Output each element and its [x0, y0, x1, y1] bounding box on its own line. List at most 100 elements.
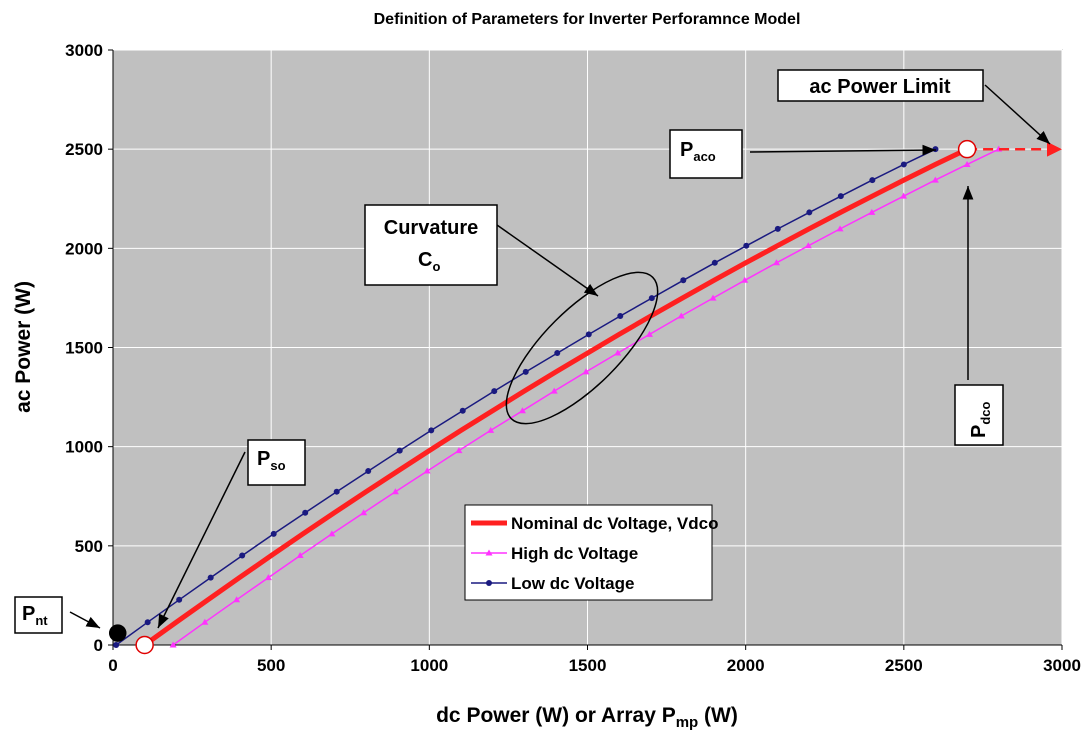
key-point [957, 139, 977, 159]
annotation-box [14, 596, 63, 634]
annotation-main: P [968, 425, 990, 438]
annotation-text: Paco [680, 139, 716, 164]
marker [522, 368, 529, 375]
annotation-main: P [257, 448, 270, 470]
marker [144, 619, 151, 626]
y-tick-label: 1000 [65, 438, 103, 457]
annotation-sub: o [432, 259, 440, 274]
marker [270, 530, 277, 537]
marker [741, 276, 749, 283]
y-tick-label: 500 [75, 537, 103, 556]
marker [455, 447, 463, 454]
marker [709, 294, 717, 301]
marker [328, 530, 336, 537]
marker [239, 552, 246, 559]
x-tick-label: 2000 [727, 656, 765, 675]
x-tick-label: 0 [108, 656, 117, 675]
x-label-tail: (W) [698, 704, 738, 727]
series [143, 146, 969, 648]
annotation-text: Curvature [384, 217, 478, 239]
marker [423, 467, 431, 474]
curvature-ellipse [505, 271, 659, 425]
legend-marker [485, 549, 493, 556]
annotation-arrow [496, 224, 599, 297]
annotation-sub: nt [35, 613, 48, 628]
y-tick-label: 1500 [65, 339, 103, 358]
legend: Nominal dc Voltage, Vdco High dc Voltage L… [464, 504, 719, 601]
annotation-arrow [69, 611, 101, 629]
marker [518, 407, 526, 414]
series-line [143, 146, 969, 648]
marker [773, 259, 781, 266]
annotation-text: Co [418, 249, 440, 274]
marker [582, 368, 590, 375]
annotation-box [777, 69, 984, 102]
marker [365, 468, 372, 475]
annotation-arrow [984, 84, 1051, 145]
marker [201, 618, 209, 625]
marker [360, 509, 368, 516]
marker [837, 193, 844, 200]
marker [296, 552, 304, 559]
marker [554, 350, 561, 357]
annotation-text: Pnt [22, 603, 48, 628]
marker [550, 387, 558, 394]
x-tick-label: 3000 [1043, 656, 1081, 675]
annotation-sub: dco [978, 401, 993, 424]
marker [302, 509, 309, 516]
marker [617, 312, 624, 319]
legend-label: High dc Voltage [511, 544, 638, 563]
series [169, 145, 1003, 648]
axes: 0 500 1000 1500 2000 2500 3000 0 500 1000 1500 2000… [65, 41, 1081, 675]
x-label-main: dc Power (W) or Array P [436, 704, 676, 727]
marker [585, 331, 592, 338]
annotation-box [669, 129, 743, 179]
marker [680, 277, 687, 284]
annotation-arrow [749, 144, 937, 156]
x-label-sub: mp [676, 714, 699, 731]
y-tick-label: 0 [94, 636, 103, 655]
marker [169, 641, 177, 648]
annotation-sub: so [270, 458, 285, 473]
annotation-text: Pdco [968, 401, 993, 438]
marker [743, 242, 750, 249]
marker [774, 225, 781, 232]
marker [646, 330, 654, 337]
key-point [108, 624, 127, 642]
marker [869, 177, 876, 184]
annotation-main: P [22, 603, 35, 625]
x-tick-label: 500 [257, 656, 285, 675]
marker [207, 574, 214, 581]
x-tick-label: 1500 [569, 656, 607, 675]
annotation-text: Pso [257, 448, 286, 473]
marker [491, 388, 498, 395]
marker [648, 295, 655, 302]
x-tick-label: 2500 [885, 656, 923, 675]
annotation-text: ac Power Limit [809, 76, 950, 98]
legend-label: Nominal dc Voltage, Vdco [511, 514, 719, 533]
marker [333, 488, 340, 495]
marker [459, 407, 466, 414]
series [113, 146, 939, 648]
y-tick-label: 2500 [65, 140, 103, 159]
marker [428, 427, 435, 434]
annotation-box [364, 204, 498, 286]
marker [233, 596, 241, 603]
legend-marker [486, 580, 492, 586]
x-axis-label: dc Power (W) or Array Pmp (W) [436, 704, 738, 731]
marker [677, 312, 685, 319]
annotation-main: C [418, 249, 432, 271]
x-tick-label: 1000 [410, 656, 448, 675]
annotation-main: P [680, 139, 693, 161]
marker [391, 488, 399, 495]
y-tick-label: 2000 [65, 239, 103, 258]
marker [932, 146, 939, 153]
marker [113, 642, 120, 648]
marker [711, 259, 718, 266]
annotation-box [954, 384, 1004, 446]
marker [836, 225, 844, 232]
marker [176, 596, 183, 603]
marker [396, 447, 403, 454]
legend-label: Low dc Voltage [511, 574, 634, 593]
